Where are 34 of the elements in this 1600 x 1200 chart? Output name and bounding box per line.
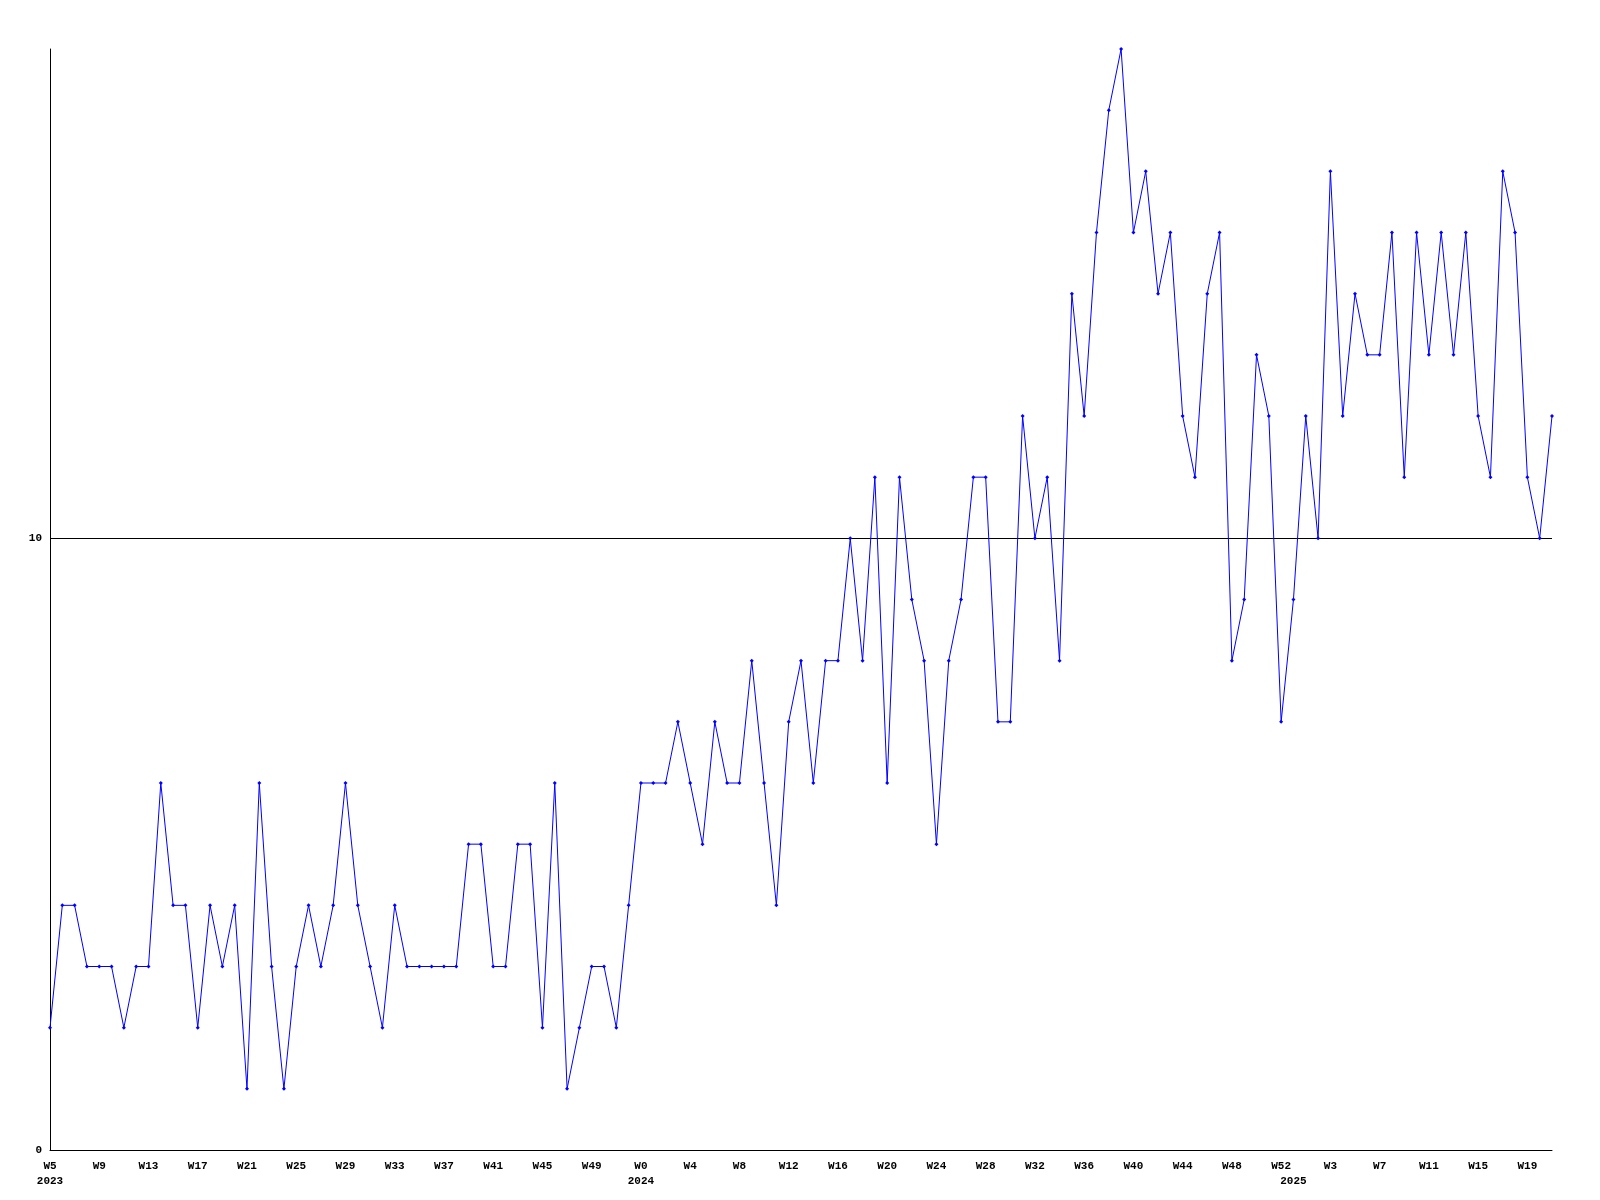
x-tick-label: W45 [532, 1159, 553, 1172]
x-tick-label: W25 [286, 1159, 307, 1172]
x-tick-label: W15 [1468, 1159, 1489, 1172]
x-tick-label: W13 [138, 1159, 159, 1172]
x-tick-label: W12 [778, 1159, 799, 1172]
x-tick-label: W24 [926, 1159, 947, 1172]
x-tick-label: W5 2023 [36, 1159, 64, 1187]
y-tick-label: 10 [28, 532, 42, 545]
x-tick-label: W37 [434, 1159, 454, 1172]
x-tick-label: W16 [828, 1159, 848, 1172]
x-tick-label: W3 [1323, 1159, 1338, 1172]
x-tick-label: W8 [732, 1159, 747, 1172]
x-tick-label: W48 [1222, 1159, 1243, 1172]
x-tick-label: W9 [92, 1159, 106, 1172]
x-tick-label: W33 [384, 1159, 406, 1172]
x-tick-label: W28 [975, 1159, 996, 1172]
x-tick-label: W32 [1025, 1159, 1045, 1172]
x-tick-label: W36 [1074, 1159, 1095, 1172]
x-tick-label: W52 [1271, 1159, 1292, 1172]
x-tick-label: W0 2024 [627, 1159, 655, 1187]
x-tick-label: W29 [335, 1159, 356, 1172]
x-tick-label: W40 [1123, 1159, 1144, 1172]
x-tick-label: 2025 [1280, 1174, 1308, 1187]
x-tick-label: W49 [581, 1159, 602, 1172]
y-tick-label: 0 [35, 1144, 42, 1156]
x-tick-label: W17 [187, 1159, 208, 1172]
x-tick-label: W4 [683, 1159, 698, 1172]
x-tick-label: W19 [1517, 1159, 1538, 1172]
x-tick-label: W20 [877, 1159, 898, 1172]
x-tick-label: W41 [483, 1159, 504, 1172]
x-tick-label: W21 [237, 1159, 258, 1172]
x-tick-label: W44 [1172, 1159, 1193, 1172]
x-tick-label: W11 [1418, 1159, 1440, 1172]
x-tick-label: W7 [1373, 1159, 1387, 1172]
